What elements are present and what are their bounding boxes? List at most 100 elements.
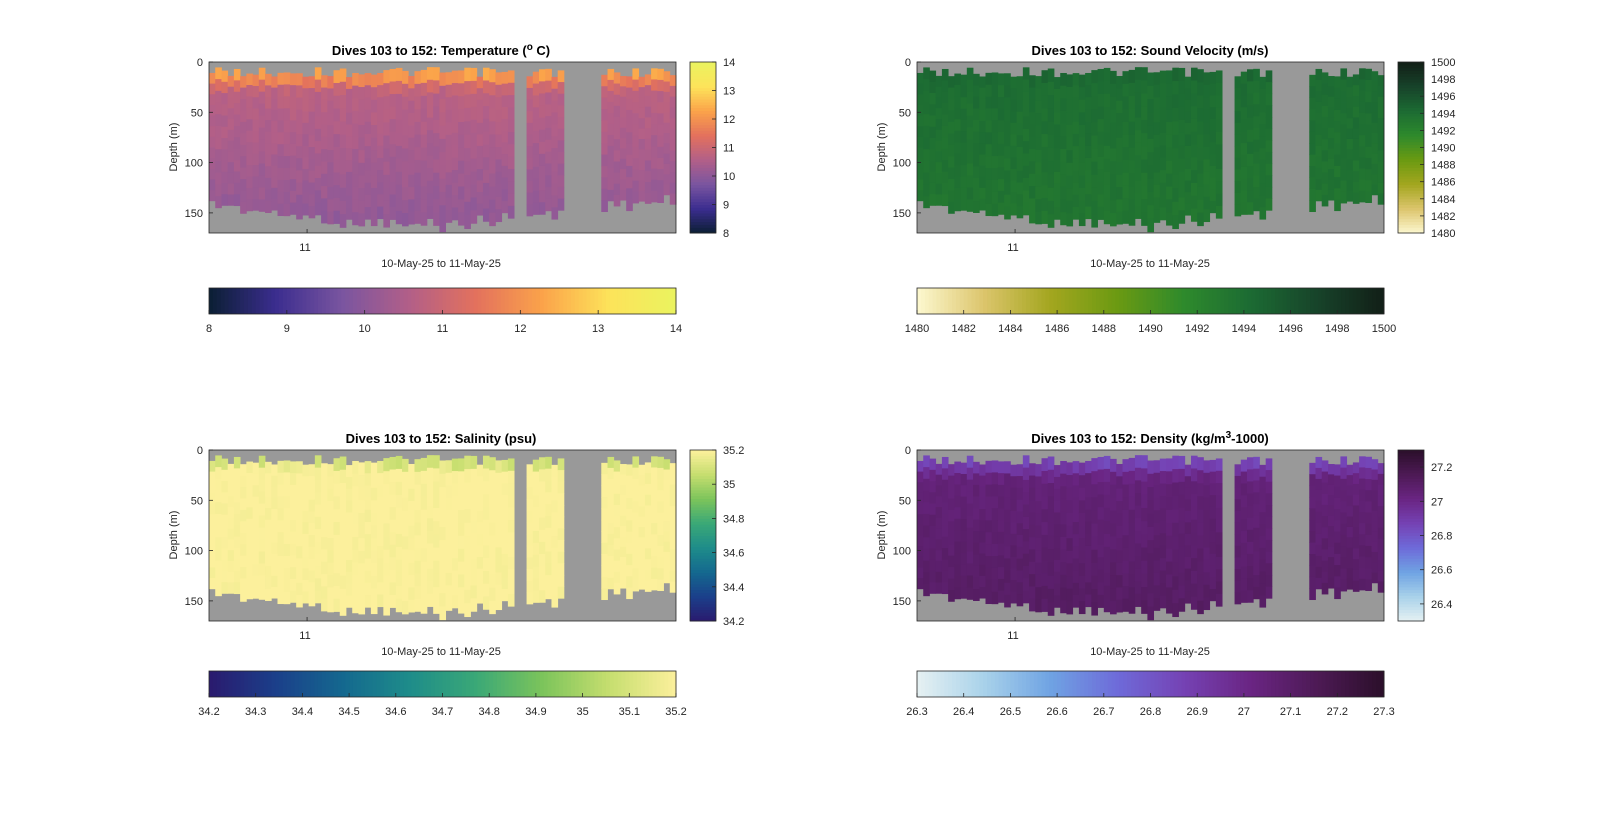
heatmap-cell: [985, 496, 993, 509]
heatmap-cell: [1365, 490, 1372, 502]
heatmap-cell: [209, 514, 216, 526]
heatmap-cell: [539, 117, 546, 131]
heatmap-cell: [1327, 557, 1335, 568]
heatmap-cell: [271, 520, 278, 532]
colorbar-swatch: [1398, 549, 1424, 554]
heatmap-cell: [1352, 128, 1360, 140]
heatmap-cell: [539, 190, 546, 203]
colorbar-swatch: [1216, 671, 1222, 697]
heatmap-cell: [1265, 151, 1273, 165]
heatmap-cell: [470, 533, 478, 547]
colorbar-swatch: [1197, 288, 1202, 314]
heatmap-cell: [345, 512, 353, 525]
heatmap-cell: [1029, 512, 1036, 526]
heatmap-cell: [507, 181, 515, 194]
heatmap-cell: [333, 471, 341, 485]
heatmap-cell: [327, 113, 334, 126]
heatmap-cell: [1153, 197, 1161, 211]
heatmap-cell: [458, 122, 465, 136]
heatmap-cell: [1072, 546, 1080, 559]
heatmap-cell: [1141, 494, 1148, 509]
colorbar-swatch: [1193, 288, 1198, 314]
heatmap-cell: [464, 495, 471, 510]
heatmap-cell: [439, 112, 447, 127]
heatmap-cell: [358, 188, 366, 202]
colorbar-swatch: [1398, 67, 1424, 72]
heatmap-cell: [339, 161, 347, 175]
heatmap-cell: [1016, 76, 1024, 89]
heatmap-cell: [1010, 111, 1018, 124]
heatmap-cell: [464, 509, 471, 524]
heatmap-cell: [626, 497, 633, 510]
heatmap-cell: [414, 535, 422, 549]
heatmap-cell: [923, 560, 930, 573]
heatmap-cell: [370, 162, 378, 176]
heatmap-cell: [408, 162, 415, 176]
heatmap-cell: [551, 476, 559, 489]
heatmap-cell: [464, 522, 471, 537]
heatmap-cell: [1047, 81, 1055, 96]
heatmap-cell: [1340, 146, 1348, 159]
heatmap-cell: [1153, 547, 1161, 561]
heatmap-cell: [601, 74, 608, 87]
colorbar-swatch: [1154, 671, 1159, 697]
heatmap-cell: [1134, 480, 1142, 494]
heatmap-cell: [626, 587, 633, 600]
heatmap-cell: [1029, 475, 1036, 489]
heatmap-cell: [1327, 117, 1335, 129]
heatmap-cell: [1016, 194, 1024, 207]
heatmap-cell: [1240, 166, 1248, 180]
heatmap-cell: [1060, 98, 1067, 112]
heatmap-cell: [495, 510, 503, 523]
colorbar-swatch: [690, 455, 716, 460]
heatmap-cell: [433, 573, 440, 588]
heatmap-cell: [941, 182, 949, 195]
heatmap-cell: [941, 570, 949, 583]
heatmap-cell: [383, 83, 390, 97]
heatmap-cell: [929, 481, 937, 493]
heatmap-cell: [1346, 159, 1354, 171]
heatmap-cell: [377, 473, 384, 486]
colorbar-swatch: [267, 288, 272, 314]
heatmap-cell: [985, 544, 993, 557]
heatmap-cell: [482, 195, 490, 209]
heatmap-cell: [1203, 497, 1211, 511]
colorbar-swatch: [1271, 671, 1276, 697]
heatmap-cell: [1352, 483, 1360, 496]
heatmap-cell: [1116, 125, 1123, 139]
heatmap-cell: [1103, 106, 1111, 121]
heatmap-cell: [1085, 133, 1092, 147]
heatmap-cell: [973, 473, 980, 486]
heatmap-cell: [1178, 468, 1186, 483]
heatmap-cell: [991, 120, 999, 133]
colorbar-swatch: [271, 288, 276, 314]
y-tick-label: 50: [899, 495, 911, 507]
heatmap-cell: [1203, 97, 1211, 111]
heatmap-cell: [954, 119, 961, 132]
heatmap-cell: [607, 478, 615, 491]
heatmap-cell: [948, 133, 955, 146]
colorbar-swatch: [1329, 288, 1334, 314]
heatmap-cell: [470, 145, 478, 159]
colorbar-swatch: [690, 213, 716, 217]
heatmap-cell: [1091, 562, 1098, 577]
heatmap-cell: [1047, 456, 1055, 471]
heatmap-cell: [1377, 75, 1385, 87]
heatmap-cell: [1265, 163, 1273, 176]
heatmap-cell: [1047, 522, 1055, 537]
heatmap-cell: [1352, 149, 1360, 161]
colorbar-swatch: [1398, 478, 1424, 482]
heatmap-cell: [277, 156, 285, 169]
heatmap-cell: [1240, 178, 1248, 192]
heatmap-cell: [1309, 131, 1316, 144]
heatmap-cell: [1060, 549, 1067, 563]
heatmap-cell: [669, 495, 677, 507]
heatmap-cell: [1103, 67, 1111, 82]
heatmap-cell: [277, 168, 285, 181]
heatmap-cell: [1371, 469, 1379, 481]
heatmap-cell: [966, 503, 974, 516]
colorbar-tick-label: 34.9: [525, 706, 546, 718]
heatmap-cell: [1377, 560, 1385, 572]
heatmap-cell: [1159, 195, 1167, 208]
heatmap-cell: [1184, 476, 1192, 489]
